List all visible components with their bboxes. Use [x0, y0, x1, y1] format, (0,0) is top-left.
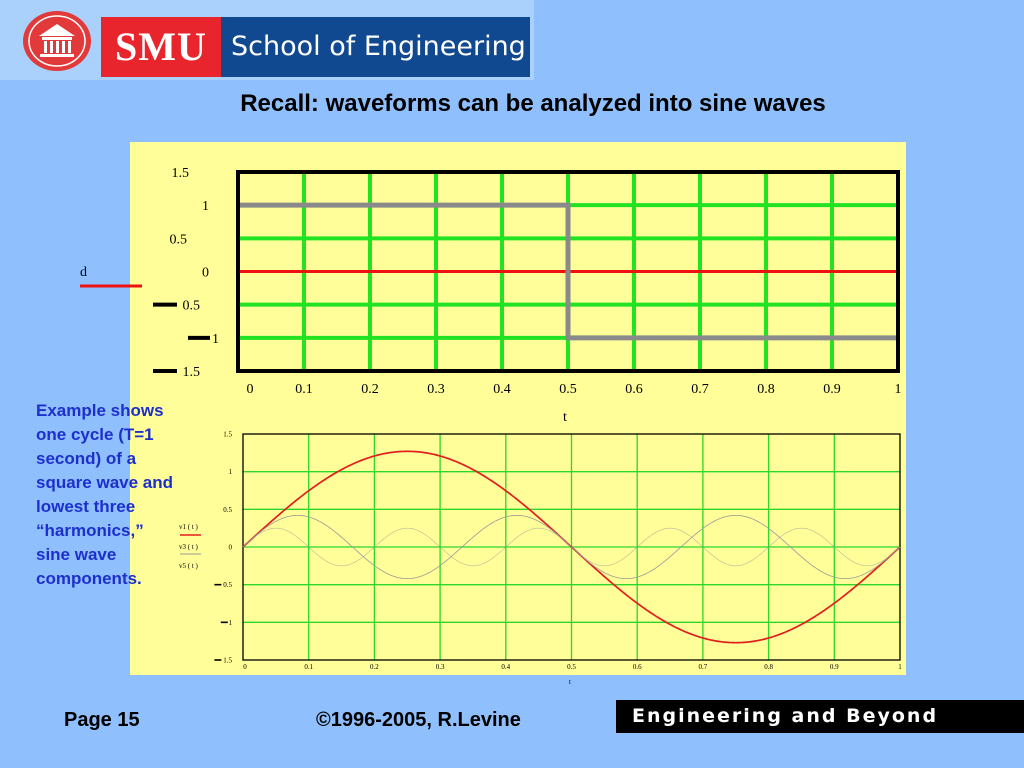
x-tick-label: 0.5: [559, 382, 577, 397]
y-tick-label: 1.5: [223, 657, 232, 665]
x-tick-label: 0.1: [295, 382, 313, 397]
x-tick-label: 0: [247, 382, 254, 397]
x-tick-label: 1: [895, 382, 902, 397]
legend-entry: v1 ( t ): [179, 523, 199, 531]
y-tick-label: 1: [202, 199, 209, 214]
copyright: ©1996-2005, R.Levine: [316, 709, 521, 731]
y-tick-label: 1.5: [172, 166, 190, 181]
y-tick-label: 0.5: [223, 581, 232, 589]
x-tick-label: 0.9: [830, 663, 839, 671]
y-tick-label: 0: [229, 544, 233, 552]
smu-logo-text: SMU: [115, 24, 207, 69]
v5-line: [242, 527, 901, 567]
x-tick-label: 1: [898, 663, 902, 671]
x-tick-label: 0.6: [633, 663, 642, 671]
y-tick-label: 1.5: [223, 431, 232, 439]
school-of-engineering-logo: School of Engineering: [221, 17, 530, 77]
legend-entry: v3 ( t ): [179, 543, 199, 551]
legend-entry: v5 ( t ): [179, 562, 199, 570]
x-tick-label: 0.4: [501, 663, 510, 671]
slide-title: Recall: waveforms can be analyzed into s…: [240, 90, 826, 117]
y-tick-label: 1: [229, 619, 233, 627]
y-tick-label: 1: [212, 332, 219, 347]
x-tick-label: 0.9: [823, 382, 841, 397]
y-tick-label: 0: [202, 266, 209, 281]
y-tick-label: 0.5: [170, 232, 188, 247]
x-tick-label: 0.3: [427, 382, 445, 397]
square-wave-line: [238, 202, 898, 341]
x-tick-label: 0.6: [625, 382, 643, 397]
x-tick-label: 0.7: [699, 663, 708, 671]
y-axis-label: d: [80, 265, 87, 280]
x-tick-label: 0.1: [304, 663, 313, 671]
x-tick-label: 0.5: [567, 663, 576, 671]
x-tick-label: 0.2: [370, 663, 379, 671]
x-tick-label: 0.7: [691, 382, 709, 397]
y-tick-label: 1: [229, 468, 233, 476]
x-axis-label: t: [569, 678, 571, 686]
x-axis-label: t: [563, 410, 567, 425]
y-tick-label: 1.5: [183, 365, 201, 380]
smu-seal-icon: [23, 11, 91, 71]
engineering-and-beyond-banner: Engineering and Beyond: [616, 700, 1024, 733]
x-tick-label: 0.2: [361, 382, 379, 397]
smu-logo: SMU: [101, 17, 221, 77]
y-tick-label: 0.5: [183, 299, 201, 314]
x-tick-label: 0.8: [757, 382, 775, 397]
logo-band: SMU School of Engineering: [0, 0, 534, 80]
x-tick-label: 0.4: [493, 382, 511, 397]
page-number: Page 15: [64, 709, 140, 731]
chart-panel: [130, 142, 906, 675]
x-tick-label: 0.3: [436, 663, 445, 671]
x-tick-label: 0: [243, 663, 247, 671]
plot-frame: [236, 170, 900, 373]
y-tick-label: 0.5: [223, 506, 232, 514]
tagline: Engineering and Beyond: [632, 705, 939, 727]
side-note: Example shows one cycle (T=1 second) of …: [36, 401, 174, 588]
school-of-engineering-text: School of Engineering: [231, 31, 526, 62]
x-tick-label: 0.8: [764, 663, 773, 671]
